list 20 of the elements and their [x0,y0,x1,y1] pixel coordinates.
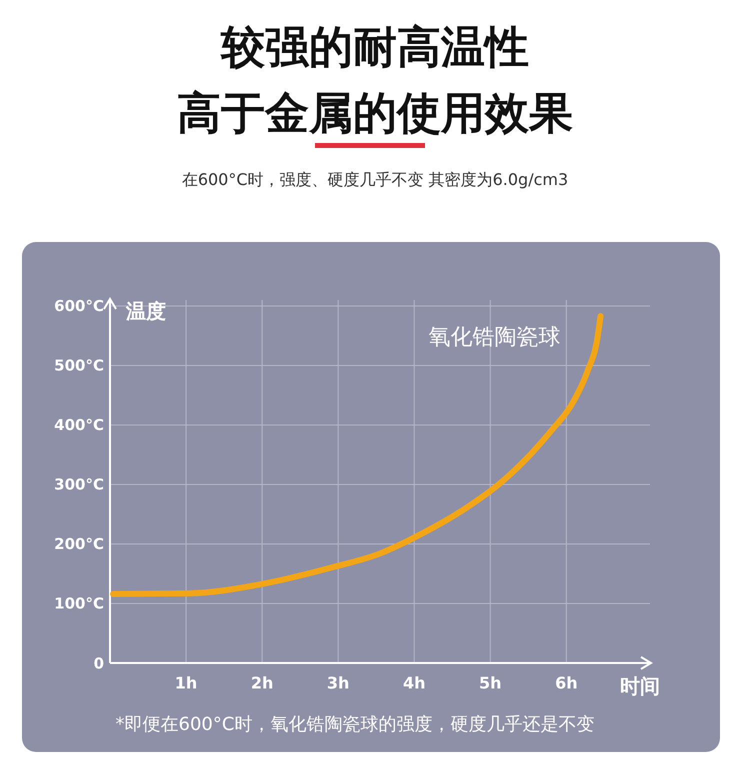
series-label: 氧化锆陶瓷球 [428,325,561,350]
y-tick-label: 0 [94,654,104,672]
x-tick-label: 1h [174,674,198,693]
y-tick-label: 600°C [54,297,104,316]
y-tick-label: 200°C [54,535,104,554]
text: 在600°C时，强度、硬度几乎不变 其密度为6.0g/cm3 [182,170,568,189]
chart-subtitle: 高于金属的使用效果 [177,88,573,139]
x-tick-label: 3h [326,674,350,693]
y-axis-title: 温度 [125,299,166,323]
x-tick-label: 5h [479,674,502,693]
text: *即便在600°C时，氧化锆陶瓷球的强度，硬度几乎还是不变 [116,714,594,735]
x-tick-label: 2h [250,674,274,693]
y-tick-label: 500°C [54,356,104,375]
chart-title: 较强的耐高温性 [220,22,529,73]
x-axis-title: 时间 [620,674,660,698]
y-tick-label: 100°C [54,594,104,613]
y-tick-label: 300°C [54,476,104,494]
x-tick-label: 6h [555,674,578,693]
x-tick-label: 4h [402,674,426,693]
y-tick-label: 400°C [54,416,104,434]
